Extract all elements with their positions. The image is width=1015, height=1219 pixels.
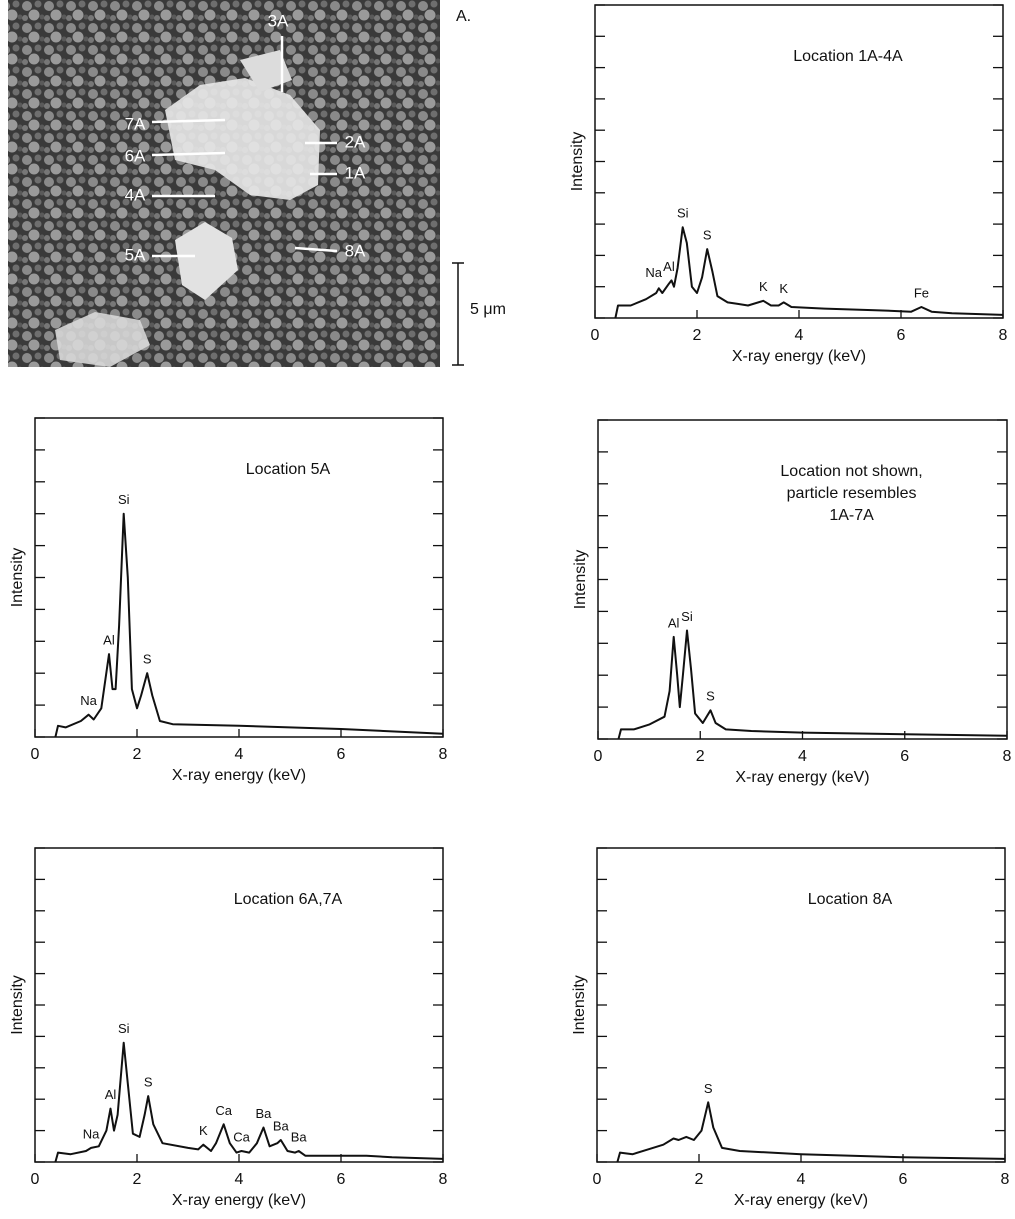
- y-axis-title: Intensity: [571, 975, 588, 1035]
- sem-image: 3A 7A 6A 2A 1A 4A 5A 8A: [8, 0, 440, 367]
- y-axis-title: Intensity: [9, 975, 26, 1035]
- location-annotation: Location not shown,: [780, 463, 922, 480]
- plot-frame: [596, 847, 1006, 1163]
- spectrum-line: [54, 1041, 444, 1163]
- particle: [240, 50, 292, 92]
- peak-label: Ba: [273, 1118, 290, 1133]
- peak-label: Ba: [291, 1129, 308, 1144]
- location-annotation: Location 1A-4A: [793, 48, 903, 65]
- x-tick-label: 4: [235, 1171, 244, 1188]
- peak-label: Si: [118, 1021, 130, 1036]
- spectrum-chart: 0 2 4 6 8 X-ray energy (keV) Intensity Location…: [9, 847, 448, 1209]
- peak-label: Ca: [233, 1129, 250, 1144]
- spectrum-line: [614, 226, 1004, 319]
- y-axis-title: Intensity: [9, 548, 26, 608]
- peak-label: S: [703, 228, 712, 243]
- peak-label: S: [143, 652, 152, 667]
- peak-label: K: [779, 281, 788, 296]
- y-axis-title: Intensity: [569, 132, 586, 192]
- peak-label: S: [144, 1074, 153, 1089]
- peak-label: Fe: [914, 285, 929, 300]
- peak-label: S: [706, 689, 715, 704]
- location-annotation: Location 6A,7A: [234, 891, 343, 908]
- x-tick-label: 2: [133, 746, 142, 763]
- particle: [165, 78, 320, 200]
- spectrum-chart: 0 2 4 6 8 X-ray energy (keV) Intensity Location…: [572, 419, 1012, 786]
- particle: [175, 222, 238, 300]
- peak-label: Al: [668, 615, 680, 630]
- x-tick-label: 6: [900, 748, 909, 765]
- peak-label: K: [199, 1123, 208, 1138]
- spectrum-line: [616, 1101, 1006, 1163]
- x-tick-label: 8: [999, 327, 1008, 344]
- spectrum-chart: 0 2 4 6 8 X-ray energy (keV) Intensity Location…: [571, 847, 1010, 1209]
- x-tick-label: 4: [797, 1171, 806, 1188]
- x-tick-label: 0: [594, 748, 603, 765]
- peak-label: Si: [677, 206, 689, 221]
- label-arrow: [151, 151, 226, 157]
- peak-label: Si: [681, 609, 693, 624]
- location-label: 3A: [268, 11, 289, 30]
- x-tick-label: 6: [897, 327, 906, 344]
- x-axis-title: X-ray energy (keV): [734, 1192, 868, 1209]
- x-axis-title: X-ray energy (keV): [735, 769, 869, 786]
- x-tick-label: 4: [798, 748, 807, 765]
- x-tick-label: 2: [695, 1171, 704, 1188]
- spectrum-chart: 0 2 4 6 8 X-ray energy (keV) Intensity Location…: [9, 417, 448, 784]
- peak-label: Ca: [215, 1103, 232, 1118]
- x-tick-label: 2: [133, 1171, 142, 1188]
- sem-background: [8, 0, 440, 367]
- location-annotation: particle resembles: [787, 485, 917, 502]
- location-label: 5A: [125, 245, 146, 264]
- x-tick-label: 4: [795, 327, 804, 344]
- particle: [55, 312, 150, 367]
- location-label: 2A: [345, 132, 366, 151]
- x-axis-title: X-ray energy (keV): [172, 767, 306, 784]
- peak-label: Na: [645, 265, 662, 280]
- location-label: 1A: [345, 163, 366, 182]
- x-axis-title: X-ray energy (keV): [732, 348, 866, 365]
- spectrum-line: [617, 629, 1008, 740]
- location-label: 4A: [125, 185, 146, 204]
- x-tick-label: 0: [591, 327, 600, 344]
- x-tick-label: 8: [439, 746, 448, 763]
- x-tick-label: 8: [439, 1171, 448, 1188]
- x-tick-label: 6: [337, 1171, 346, 1188]
- x-axis-title: X-ray energy (keV): [172, 1192, 306, 1209]
- x-tick-label: 6: [899, 1171, 908, 1188]
- peak-label: K: [759, 279, 768, 294]
- label-arrow: [294, 246, 338, 253]
- scale-bar-label: 5 μm: [470, 301, 506, 318]
- peak-label: Al: [105, 1087, 117, 1102]
- peak-label: Ba: [256, 1106, 273, 1121]
- peak-label: Al: [663, 259, 675, 274]
- peak-label: Na: [83, 1126, 100, 1141]
- peak-label: Na: [80, 693, 97, 708]
- x-tick-label: 6: [337, 746, 346, 763]
- peak-label: Si: [118, 492, 130, 507]
- x-tick-label: 2: [693, 327, 702, 344]
- location-annotation: Location 8A: [808, 891, 893, 908]
- peak-label: S: [704, 1081, 713, 1096]
- x-tick-label: 8: [1001, 1171, 1010, 1188]
- panel-label: A.: [456, 8, 471, 25]
- x-tick-label: 0: [31, 1171, 40, 1188]
- location-annotation: 1A-7A: [829, 507, 874, 524]
- location-annotation: Location 5A: [246, 461, 331, 478]
- location-label: 8A: [345, 241, 366, 260]
- spectrum-chart: 0 2 4 6 8 X-ray energy (keV) Intensity Location…: [569, 4, 1008, 365]
- location-label: 7A: [125, 114, 146, 133]
- y-axis-title: Intensity: [572, 550, 589, 610]
- x-tick-label: 0: [593, 1171, 602, 1188]
- location-label: 6A: [125, 146, 146, 165]
- label-arrow: [151, 118, 226, 124]
- x-tick-label: 0: [31, 746, 40, 763]
- x-tick-label: 8: [1003, 748, 1012, 765]
- spectrum-line: [54, 512, 444, 738]
- x-tick-label: 4: [235, 746, 244, 763]
- peak-label: Al: [103, 632, 115, 647]
- plot-frame: [34, 417, 444, 738]
- x-tick-label: 2: [696, 748, 705, 765]
